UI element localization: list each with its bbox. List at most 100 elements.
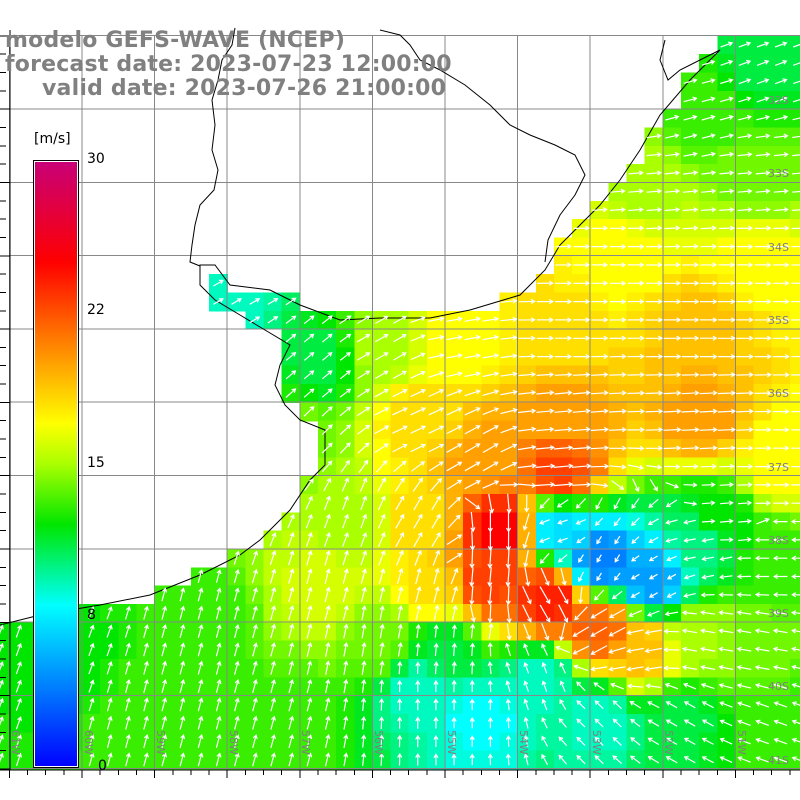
wind-arrow xyxy=(249,298,261,305)
wind-arrow xyxy=(433,734,439,747)
wind-arrow xyxy=(306,697,313,712)
wind-arrow xyxy=(464,443,481,454)
wind-arrow xyxy=(270,715,276,730)
wind-arrow xyxy=(554,353,573,360)
wind-arrow xyxy=(234,752,240,767)
wind-arrow xyxy=(379,605,385,621)
wind-arrow xyxy=(343,734,349,748)
wind-arrow xyxy=(773,592,788,598)
wind-arrow xyxy=(482,480,500,489)
wind-arrow xyxy=(647,518,659,525)
wind-arrow xyxy=(539,537,550,543)
wind-arrow xyxy=(701,59,716,66)
wind-arrow xyxy=(106,715,113,730)
wind-arrow xyxy=(88,734,95,748)
speed-cell xyxy=(0,714,10,733)
wind-arrow xyxy=(342,513,349,529)
wind-arrow xyxy=(106,624,113,638)
wind-arrow xyxy=(664,170,681,176)
wind-arrow xyxy=(756,78,770,85)
wind-arrow xyxy=(572,426,591,432)
valid-date: valid date: 2023-07-26 21:00:00 xyxy=(42,76,447,101)
wind-arrow xyxy=(360,495,368,511)
wind-arrow xyxy=(179,605,186,620)
latitude-label: 39S xyxy=(768,607,789,621)
wind-arrow xyxy=(737,719,751,726)
wind-arrow xyxy=(536,353,554,360)
wind-arrow xyxy=(428,371,445,378)
wind-arrow xyxy=(215,624,222,639)
wind-arrow xyxy=(143,715,149,730)
wind-arrow xyxy=(234,660,240,675)
wind-arrow xyxy=(517,482,537,488)
wind-arrow xyxy=(559,622,566,642)
wind-arrow xyxy=(626,666,644,672)
wind-arrow xyxy=(325,660,331,675)
wind-arrow xyxy=(594,589,605,601)
wind-arrow xyxy=(663,353,682,360)
wind-arrow xyxy=(339,370,352,380)
wind-arrow xyxy=(536,335,554,341)
wind-arrow xyxy=(379,679,385,693)
wind-arrow xyxy=(664,207,681,213)
latitude-label: 41S xyxy=(768,753,789,767)
longitude-label: 55W xyxy=(444,730,458,755)
wind-arrow xyxy=(288,623,295,639)
longitude-label: 51W xyxy=(735,730,748,755)
wind-arrow xyxy=(755,225,772,231)
wind-arrow xyxy=(791,245,800,248)
wind-arrow xyxy=(663,445,682,451)
wind-arrow xyxy=(701,574,715,580)
wind-arrow xyxy=(612,700,622,710)
wind-arrow xyxy=(720,537,734,543)
wind-arrow xyxy=(573,353,591,360)
wind-arrow xyxy=(683,701,696,709)
wind-arrow xyxy=(306,734,313,749)
wind-arrow xyxy=(0,642,4,653)
wind-arrow xyxy=(269,568,277,584)
wind-arrow xyxy=(646,243,663,250)
wind-arrow xyxy=(736,262,754,268)
wind-arrow xyxy=(665,499,678,508)
wind-arrow xyxy=(395,495,405,511)
wind-arrow xyxy=(215,569,222,584)
wind-arrow xyxy=(125,715,131,730)
wind-arrow xyxy=(536,390,555,396)
wind-arrow xyxy=(446,371,463,378)
wind-arrow xyxy=(736,317,754,323)
wind-arrow xyxy=(792,98,800,103)
wind-arrow xyxy=(536,372,555,378)
wind-arrow xyxy=(285,351,297,361)
wind-arrow xyxy=(755,719,770,726)
wind-arrow xyxy=(306,568,313,584)
wind-arrow xyxy=(754,610,770,616)
wind-arrow xyxy=(754,665,770,671)
wind-arrow xyxy=(645,427,664,433)
wind-arrow xyxy=(591,482,609,489)
wind-arrow xyxy=(646,151,662,158)
wind-arrow xyxy=(487,604,493,624)
wind-arrow xyxy=(594,718,604,728)
wind-arrow xyxy=(106,660,113,675)
wind-arrow xyxy=(523,549,529,568)
wind-arrow xyxy=(377,495,386,511)
wind-arrow xyxy=(773,500,790,506)
wind-arrow xyxy=(791,447,800,449)
wind-arrow xyxy=(506,604,512,624)
wind-arrow xyxy=(719,188,735,194)
wind-arrow xyxy=(737,133,753,139)
wind-arrow xyxy=(106,606,113,620)
wind-arrow xyxy=(306,641,313,657)
wind-arrow xyxy=(631,517,640,527)
wind-arrow xyxy=(143,605,149,620)
wind-arrow xyxy=(772,628,788,634)
wind-arrow xyxy=(736,463,754,470)
border-line xyxy=(379,29,586,263)
wind-arrow xyxy=(664,611,679,617)
wind-arrow xyxy=(234,624,240,639)
latitude-label: 32S xyxy=(768,94,789,107)
wind-arrow xyxy=(0,752,4,763)
wind-arrow xyxy=(361,752,367,767)
wind-arrow xyxy=(681,280,700,286)
wind-arrow xyxy=(505,548,511,569)
